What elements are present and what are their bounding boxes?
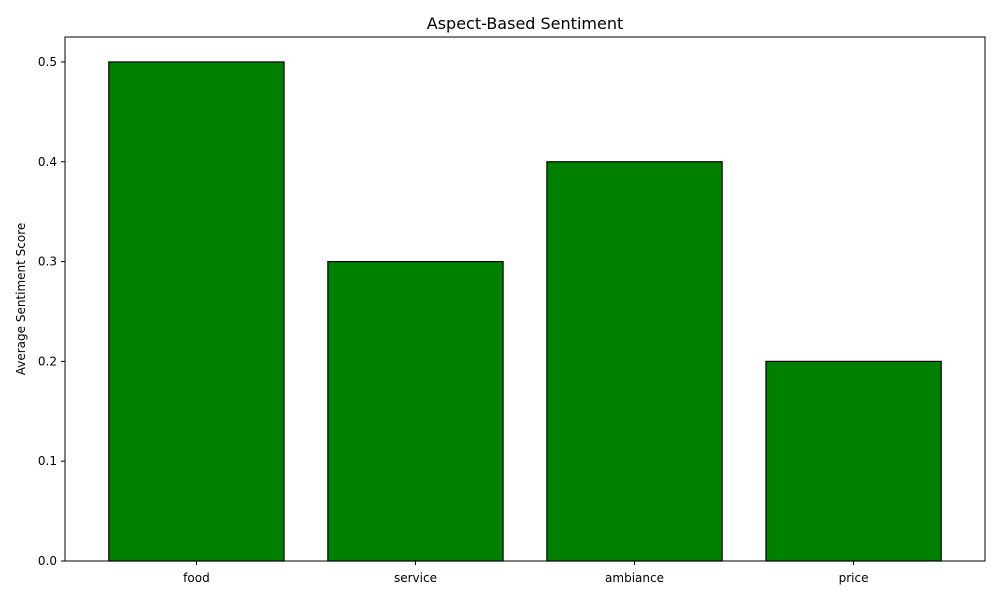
plot-frame xyxy=(64,36,986,562)
y-tick-label: 0.3 xyxy=(38,255,57,269)
y-tick-label: 0.4 xyxy=(38,155,57,169)
x-tick-label-ambiance: ambiance xyxy=(605,571,664,585)
bar-price xyxy=(765,360,942,562)
bars-group xyxy=(108,61,942,562)
x-ticks-group: food service ambiance price xyxy=(183,561,869,585)
y-tick-label: 0.0 xyxy=(38,554,57,568)
y-ticks-group: 0.0 0.1 0.2 0.3 0.4 0.5 xyxy=(38,55,65,568)
y-axis-label: Average Sentiment Score xyxy=(14,223,28,376)
x-tick-label-service: service xyxy=(394,571,437,585)
chart-title: Aspect-Based Sentiment xyxy=(427,14,623,33)
x-tick-label-price: price xyxy=(839,571,869,585)
y-tick-label: 0.1 xyxy=(38,454,57,468)
bar-food xyxy=(108,61,285,562)
x-tick-label-food: food xyxy=(183,571,210,585)
y-tick-label: 0.5 xyxy=(38,55,57,69)
y-tick-label: 0.2 xyxy=(38,354,57,368)
bar-ambiance xyxy=(546,161,723,562)
bar-service xyxy=(327,260,504,562)
